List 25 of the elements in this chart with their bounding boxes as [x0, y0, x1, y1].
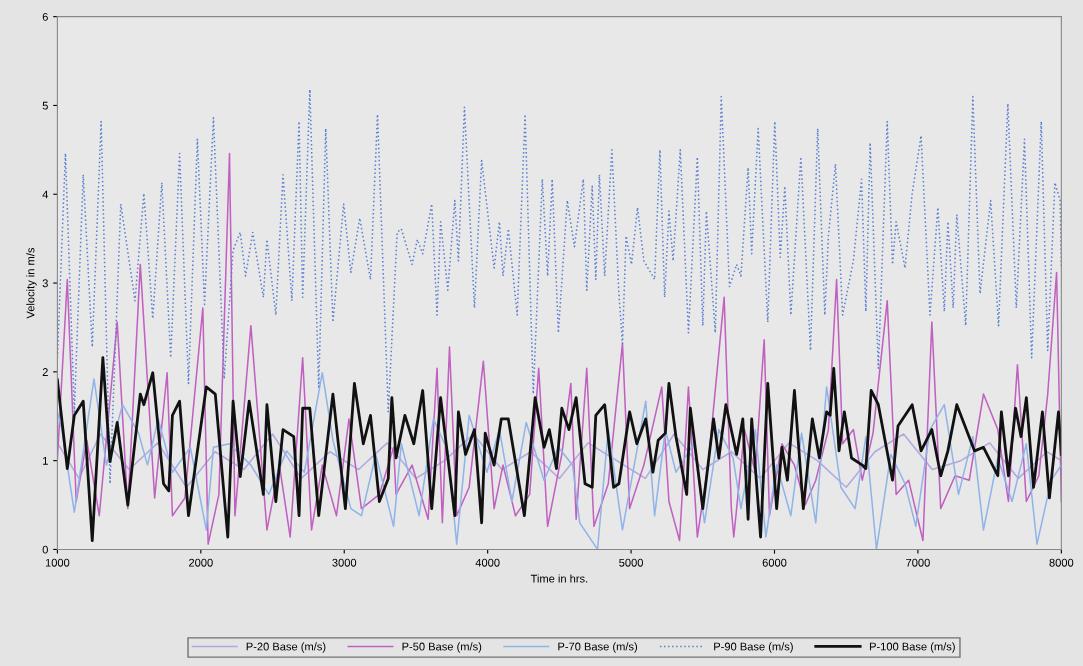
- line-series: [57, 88, 1062, 485]
- x-tick-label: 5000: [619, 558, 644, 567]
- legend-label: P-20 Base (m/s): [246, 642, 326, 653]
- y-tick-label: 6: [42, 12, 48, 21]
- line-series: [57, 433, 1062, 489]
- x-axis-title: Time in hrs.: [530, 574, 588, 583]
- x-tick-label: 2000: [189, 558, 213, 567]
- y-tick-label: 2: [42, 368, 48, 376]
- y-tick-label: 4: [42, 190, 49, 199]
- y-tick-label: 0: [42, 545, 48, 554]
- x-tick-label: 7000: [906, 558, 930, 567]
- line-series: [57, 152, 1062, 545]
- y-tick-label: 5: [42, 101, 48, 110]
- legend-label: P-50 Base (m/s): [402, 642, 482, 653]
- x-tick-label: 3000: [332, 558, 357, 567]
- legend-label: P-100 Base (m/s): [869, 642, 955, 653]
- y-tick-label: 3: [42, 279, 48, 288]
- x-tick-label: 4000: [475, 558, 500, 567]
- y-axis-title: Velocity in m/s: [26, 247, 37, 319]
- x-tick-label: 6000: [762, 558, 787, 567]
- x-tick-label: 8000: [1049, 558, 1074, 567]
- legend-label: P-70 Base (m/s): [558, 642, 638, 653]
- x-tick-label: 1000: [45, 558, 70, 567]
- y-tick-label: 1: [43, 457, 48, 465]
- legend-label: P-90 Base (m/s): [714, 642, 793, 653]
